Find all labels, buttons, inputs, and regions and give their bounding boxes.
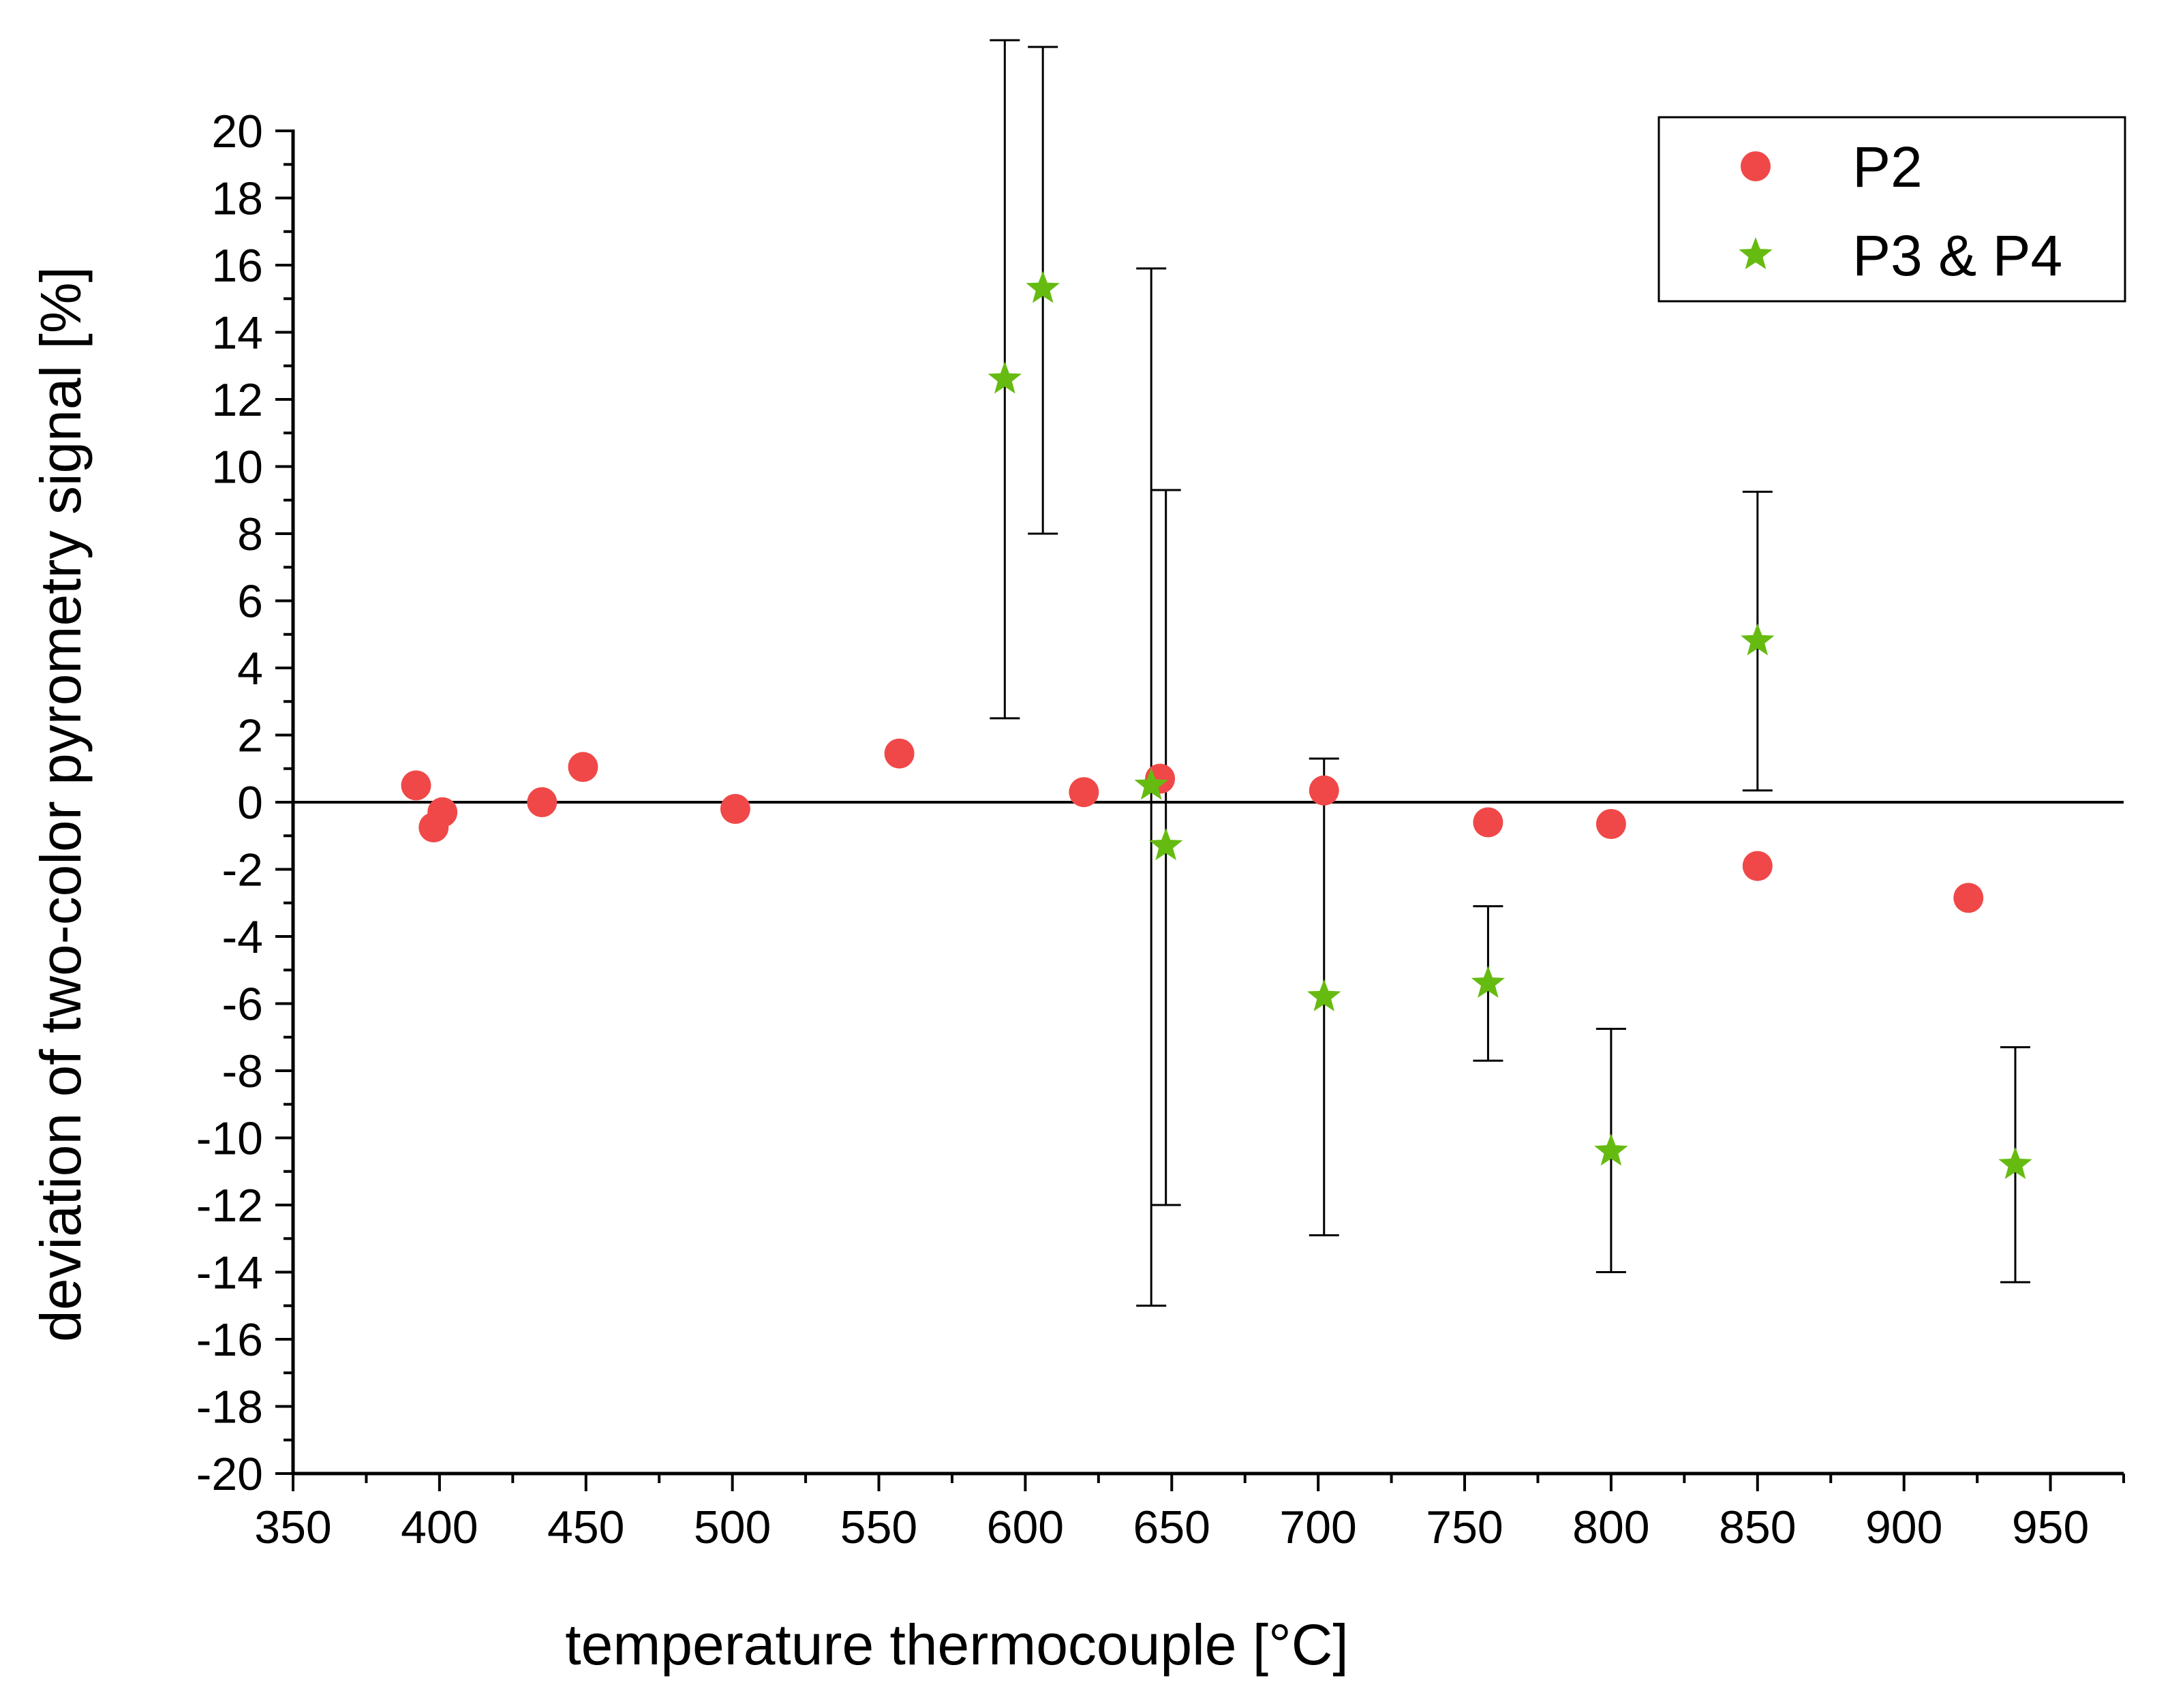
y-tick-label: 6: [237, 576, 263, 628]
x-tick-label: 500: [694, 1501, 771, 1553]
y-axis-title: deviation of two-color pyrometry signal …: [29, 266, 93, 1342]
y-tick-label: 4: [237, 643, 263, 695]
x-tick-label: 650: [1133, 1501, 1210, 1553]
data-markers: [401, 271, 2032, 1179]
x-tick-label: 750: [1426, 1501, 1503, 1553]
x-tick-label: 900: [1865, 1501, 1942, 1553]
p2-point: [1742, 851, 1773, 881]
x-tick-label: 950: [2012, 1501, 2089, 1553]
y-tick-label: -6: [222, 979, 263, 1031]
y-tick-label: -20: [196, 1448, 263, 1500]
y-tick-label: 2: [237, 710, 263, 762]
p2-point: [527, 787, 557, 817]
p3-p4-point: [1741, 623, 1775, 656]
p2-point: [1309, 775, 1339, 806]
p2-point: [1953, 883, 1984, 913]
y-tick-label: 10: [211, 442, 263, 493]
axes: 350 400 450 500 550 600 650 700 750 800 850 900 950 -…: [196, 106, 2125, 1553]
y-tick-label: -12: [196, 1180, 263, 1232]
p3-p4-point: [1594, 1133, 1628, 1166]
legend: P2 P3 & P4: [1657, 116, 2126, 303]
y-tick-label: 16: [211, 240, 263, 292]
x-tick-label: 450: [547, 1501, 624, 1553]
x-tick-label: 850: [1719, 1501, 1796, 1553]
y-tick-label: 8: [237, 508, 263, 560]
x-tick-label: 600: [987, 1501, 1064, 1553]
x-tick-label: 800: [1572, 1501, 1649, 1553]
y-tick-label: -10: [196, 1113, 263, 1165]
y-tick-label: 18: [211, 173, 263, 225]
p3-p4-point: [1471, 966, 1506, 998]
legend-box: [1657, 116, 2126, 303]
x-tick-label: 700: [1279, 1501, 1356, 1553]
y-tick-label: -8: [222, 1046, 263, 1097]
p3-p4-point: [1134, 767, 1168, 800]
p2-point: [884, 738, 915, 769]
x-tick-label: 400: [401, 1501, 478, 1553]
p3-p4-point: [1307, 979, 1341, 1011]
legend-marker-p2: [1741, 151, 1771, 181]
p2-point: [1473, 807, 1503, 838]
p2-point: [720, 793, 750, 824]
p2-point: [427, 797, 458, 827]
y-tick-label: -14: [196, 1247, 263, 1299]
x-tick-label: 350: [254, 1501, 331, 1553]
y-tick-label: 14: [211, 307, 263, 359]
legend-marker-p3-p4: [1739, 237, 1773, 269]
x-axis-title: temperature thermocouple [°C]: [565, 1613, 1348, 1677]
p2-point: [401, 770, 431, 801]
p2-point: [568, 752, 598, 782]
y-tick-label: -18: [196, 1382, 263, 1433]
p3-p4-point: [1026, 271, 1060, 303]
y-tick-label: 0: [237, 777, 263, 829]
y-tick-label: 20: [211, 106, 263, 157]
p3-p4-point: [1149, 828, 1183, 861]
y-tick-label: 12: [211, 374, 263, 426]
legend-label: P3 & P4: [1852, 224, 2062, 288]
x-tick-label: 550: [840, 1501, 917, 1553]
p3-p4-point: [1998, 1146, 2032, 1179]
p2-point: [1069, 777, 1099, 808]
legend-label: P2: [1852, 135, 1923, 199]
p3-p4-point: [988, 361, 1022, 394]
y-tick-label: -2: [222, 844, 263, 896]
p2-point: [1595, 809, 1626, 840]
y-tick-label: -4: [222, 911, 263, 963]
y-tick-label: -16: [196, 1314, 263, 1366]
